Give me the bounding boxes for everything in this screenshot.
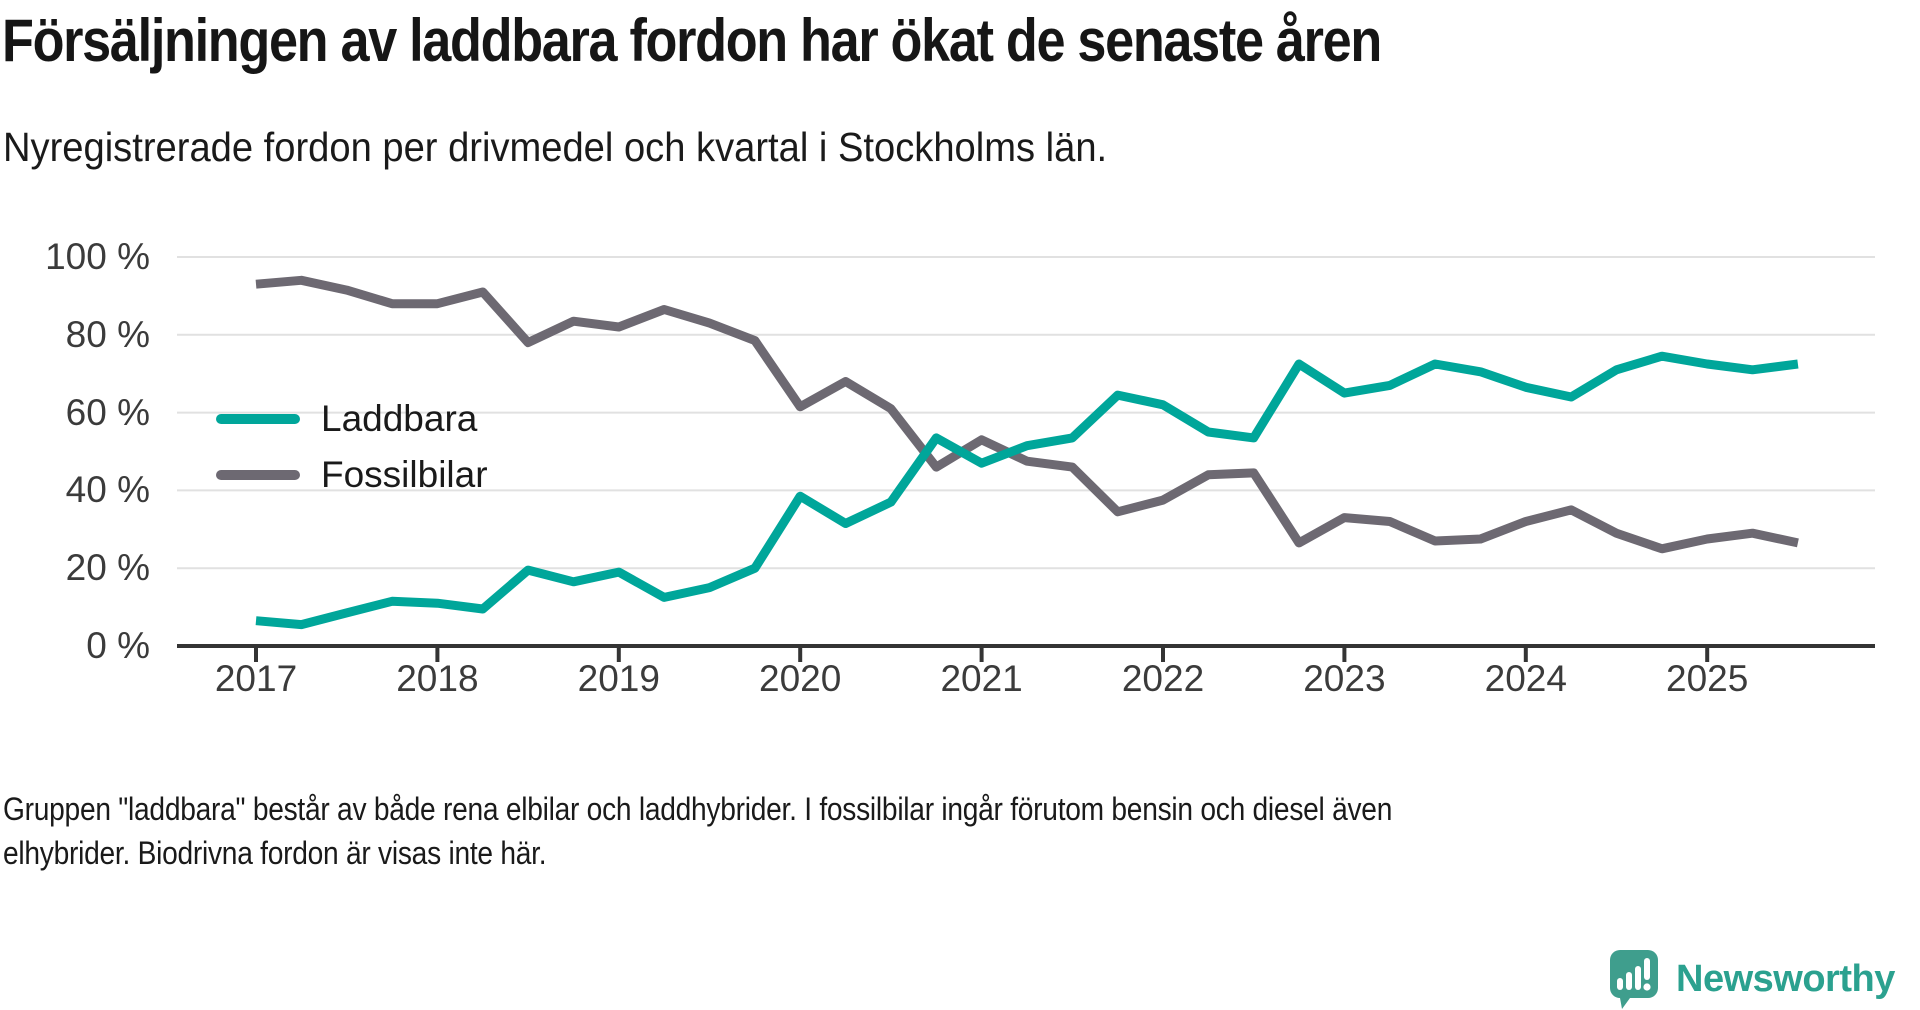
legend-label-fossilbilar: Fossilbilar bbox=[321, 454, 488, 495]
newsworthy-logo-icon bbox=[1610, 950, 1658, 1009]
legend-label-laddbara: Laddbara bbox=[321, 398, 478, 439]
x-tick-label: 2017 bbox=[214, 658, 298, 699]
x-tick-label: 2025 bbox=[1666, 658, 1749, 699]
newsworthy-logo: Newsworthy bbox=[1608, 948, 1895, 1010]
x-tick-label: 2020 bbox=[759, 658, 842, 699]
page-title: Försäljningen av laddbara fordon har öka… bbox=[2, 7, 1382, 74]
x-tick-label: 2023 bbox=[1303, 658, 1386, 699]
newsworthy-logo-text: Newsworthy bbox=[1676, 957, 1895, 1000]
y-tick-label: 20 % bbox=[65, 547, 150, 589]
series-line-laddbara bbox=[255, 351, 1799, 630]
y-tick-label: 80 % bbox=[65, 313, 150, 355]
footnote-line-2: elhybrider. Biodrivna fordon är visas in… bbox=[3, 835, 547, 871]
footnote-line-1: Gruppen "laddbara" består av både rena e… bbox=[3, 791, 1393, 827]
legend-swatch-laddbara bbox=[216, 414, 300, 424]
x-tick-label: 2018 bbox=[396, 658, 479, 699]
y-tick-label: 0 % bbox=[86, 625, 150, 666]
x-tick-label: 2024 bbox=[1484, 658, 1567, 699]
x-tick-label: 2021 bbox=[940, 658, 1023, 699]
legend-item-fossilbilar: Fossilbilar bbox=[216, 454, 488, 496]
y-tick-label: 100 % bbox=[45, 236, 150, 277]
series-line-fossilbilar bbox=[255, 275, 1799, 554]
page-subtitle: Nyregistrerade fordon per drivmedel och … bbox=[3, 124, 1108, 170]
y-tick-label: 60 % bbox=[65, 391, 150, 433]
y-tick-label: 40 % bbox=[65, 469, 150, 511]
x-tick-label: 2019 bbox=[577, 658, 660, 699]
chart-legend: Laddbara Fossilbilar bbox=[216, 398, 488, 510]
x-tick-label: 2022 bbox=[1121, 658, 1205, 699]
legend-item-laddbara: Laddbara bbox=[216, 398, 488, 440]
legend-swatch-fossilbilar bbox=[216, 470, 300, 480]
